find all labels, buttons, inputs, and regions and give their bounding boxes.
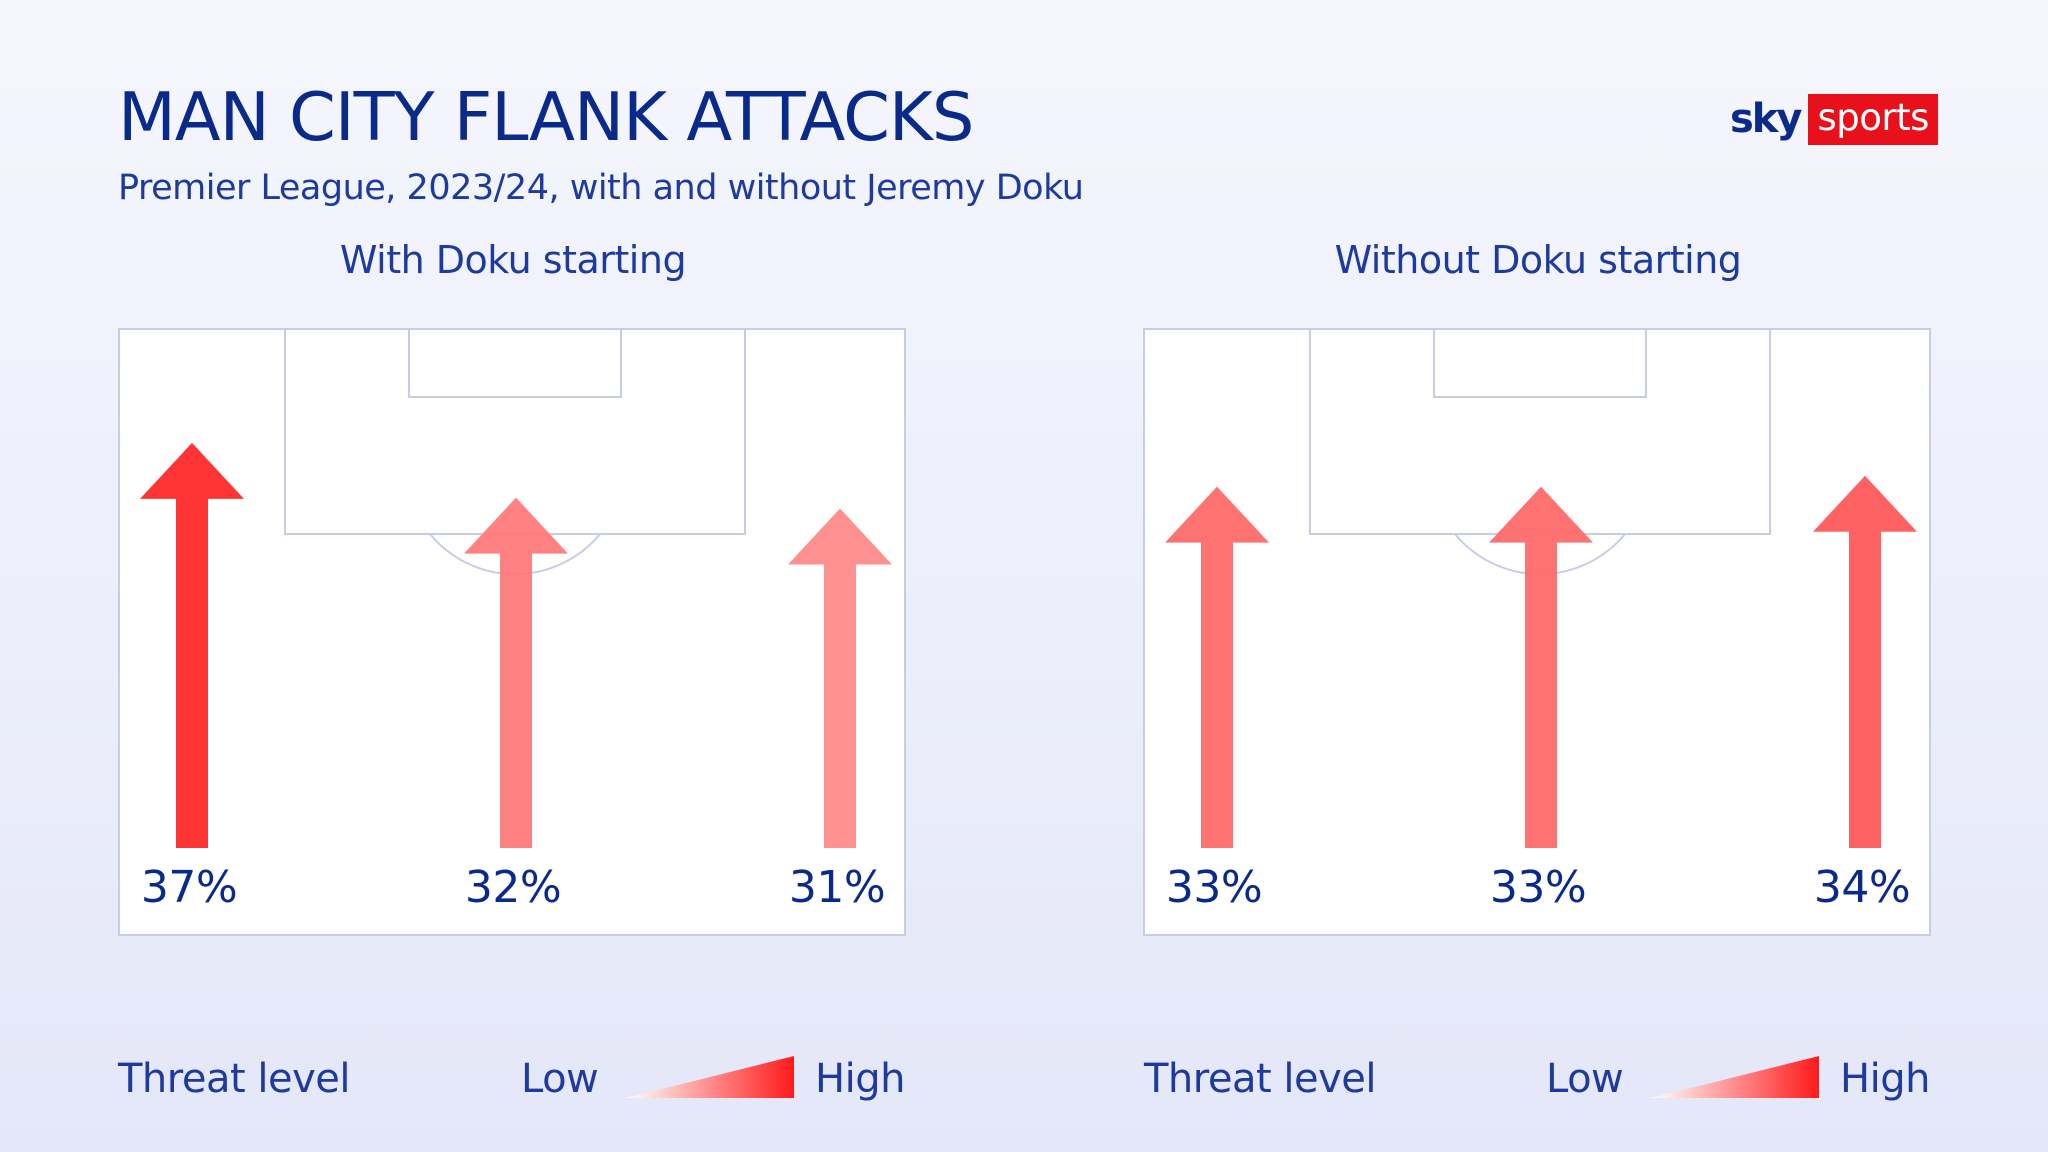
six-yard-box-line xyxy=(408,330,622,398)
panel-title-without-doku: Without Doku starting xyxy=(1334,238,1742,282)
legend-gradient-ramp-2 xyxy=(1651,1056,1819,1098)
legend-high-label-2: High xyxy=(1840,1056,1930,1102)
panel-title-with-doku: With Doku starting xyxy=(339,238,687,282)
sky-sports-logo: sky sports xyxy=(1730,93,1938,145)
legend-gradient-ramp-1 xyxy=(626,1056,794,1098)
attack-arrow-right xyxy=(788,508,892,848)
pct-label-centre-without-doku: 33% xyxy=(1489,862,1587,913)
pitch-without-doku xyxy=(1143,328,1931,936)
chart-title: MAN CITY FLANK ATTACKS xyxy=(118,78,974,156)
attack-arrow-left xyxy=(1165,486,1269,848)
chart-subtitle: Premier League, 2023/24, with and withou… xyxy=(118,168,1084,208)
legend-low-label-2: Low xyxy=(1546,1056,1624,1102)
pct-label-centre-with-doku: 32% xyxy=(464,862,562,913)
legend-threat-label-2: Threat level xyxy=(1144,1056,1377,1102)
attack-arrow-right xyxy=(1813,475,1917,848)
attack-arrow-left xyxy=(140,442,244,848)
legend-low-label-1: Low xyxy=(521,1056,599,1102)
pct-label-left-with-doku: 37% xyxy=(140,862,238,913)
pitch-with-doku xyxy=(118,328,906,936)
attack-arrow-centre xyxy=(1489,486,1593,848)
pct-label-left-without-doku: 33% xyxy=(1165,862,1263,913)
pitch-svg-without-doku xyxy=(1165,330,1917,848)
six-yard-box-line xyxy=(1433,330,1647,398)
legend-threat-label-1: Threat level xyxy=(118,1056,351,1102)
legend-high-label-1: High xyxy=(815,1056,905,1102)
pitch-svg-with-doku xyxy=(140,330,892,848)
attack-arrow-centre xyxy=(464,497,568,848)
logo-sky-text: sky xyxy=(1730,96,1802,142)
pct-label-right-with-doku: 31% xyxy=(788,862,886,913)
pct-label-right-without-doku: 34% xyxy=(1813,862,1911,913)
logo-sports-text: sports xyxy=(1808,93,1938,145)
